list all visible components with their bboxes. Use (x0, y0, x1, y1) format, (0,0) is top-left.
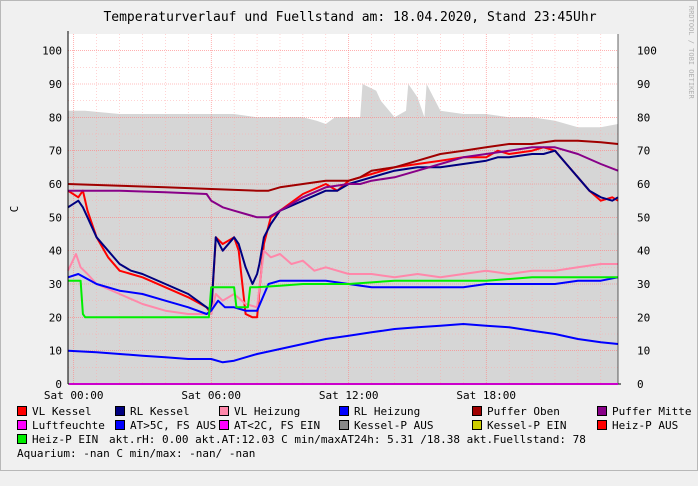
series-line-vl-heizung (67, 249, 618, 315)
y-tick-label-right: 70 (637, 145, 650, 158)
legend-label: VL Heizung (234, 405, 301, 418)
legend-swatch (17, 434, 27, 444)
y-tick-label: 80 (49, 111, 62, 124)
legend-item-heiz-p-ein: Heiz-P EIN (17, 433, 98, 446)
legend-row-4: Aquarium: -nan C min/max: -nan/ -nan (17, 447, 255, 486)
legend-item-puffer-mitte: Puffer Mitte (597, 405, 691, 418)
legend-swatch (115, 406, 125, 416)
y-tick-label: 50 (49, 211, 62, 224)
y-tick-label-right: 30 (637, 278, 650, 291)
series-line-at-5c-fs-aus (67, 323, 619, 364)
legend-item-rl-kessel: RL Kessel (115, 405, 190, 418)
legend-swatch (597, 406, 607, 416)
y-tick-label: 70 (49, 145, 62, 158)
y-tick-label: 90 (49, 78, 62, 91)
y-tick-label-right: 0 (637, 378, 644, 391)
series-line-heiz-p-ein (68, 276, 618, 319)
y-tick-label-right: 20 (637, 311, 650, 324)
series-line-rl-kessel (67, 149, 619, 312)
x-tick-label: Sat 18:00 (456, 389, 516, 401)
legend-item-at-2c-fs-ein: AT<2C, FS EIN (219, 419, 320, 432)
x-tick-label: Sat 00:00 (44, 389, 104, 401)
y-tick-label-right: 50 (637, 211, 650, 224)
y-tick-label: 40 (49, 245, 62, 258)
fuellstand-area (68, 84, 618, 384)
y-tick-label: 30 (49, 278, 62, 291)
legend-swatch (597, 420, 607, 430)
y-tick-label-right: 10 (637, 345, 650, 358)
y-tick-label-right: 40 (637, 245, 650, 258)
legend-label: Kessel-P EIN (487, 419, 567, 432)
legend-item-puffer-oben: Puffer Oben (472, 405, 560, 418)
y-tick-label: 0 (55, 378, 62, 391)
legend-item-rl-heizung: RL Heizung (339, 405, 420, 418)
series-line-rl-heizung (67, 273, 619, 315)
legend-item-kessel-p-ein: Kessel-P EIN (472, 419, 566, 432)
watermark-text: RRDTOOL / TOBI OETIKER (687, 6, 695, 100)
legend-swatch (17, 420, 27, 430)
legend-swatch (17, 406, 27, 416)
y-tick-label: 10 (49, 345, 62, 358)
y-axis-label: C (8, 206, 21, 213)
series-line-vl-kessel (67, 146, 619, 319)
legend-swatch (219, 420, 229, 430)
legend-label: AT<2C, FS EIN (234, 419, 321, 432)
legend-label: Puffer Mitte (612, 405, 692, 418)
legend-label: RL Heizung (354, 405, 421, 418)
y-tick-label-right: 100 (637, 45, 657, 58)
series-line-puffer-oben (67, 139, 619, 192)
x-tick-label: Sat 12:00 (319, 389, 379, 401)
legend-item-vl-kessel: VL Kessel (17, 405, 92, 418)
y-tick-label: 60 (49, 178, 62, 191)
chart-title: Temperaturverlauf und Fuellstand am: 18.… (103, 10, 596, 25)
legend-item-vl-heizung: VL Heizung (219, 405, 300, 418)
aquarium-text: Aquarium: -nan C min/max: -nan/ -nan (17, 447, 256, 460)
chart-plot: 0 0 10 10 20 20 30 30 40 40 50 50 60 60 70 70 80 80 90 90 10… (8, 6, 695, 401)
legend-swatch (472, 420, 482, 430)
legend-swatch (219, 406, 229, 416)
chart-image: 0 0 10 10 20 20 30 30 40 40 50 50 60 60 70 70 80 80 90 90 10… (0, 0, 698, 471)
y-tick-label-right: 90 (637, 78, 650, 91)
series-line-puffer-mitte (68, 146, 619, 219)
stats-text: akt.rH: 0.00 akt.AT:12.03 C min/maxAT24h… (109, 433, 586, 446)
legend-label: Puffer Oben (487, 405, 560, 418)
legend-label: RL Kessel (130, 405, 190, 418)
legend-label: Heiz-P EIN (32, 433, 99, 446)
legend-swatch (472, 406, 482, 416)
y-tick-label: 100 (42, 45, 62, 58)
legend-item-luftfeuchte: Luftfeuchte (17, 419, 105, 432)
legend-swatch (339, 420, 349, 430)
legend-item-kessel-p-aus: Kessel-P AUS (339, 419, 433, 432)
y-tick-label-right: 60 (637, 178, 650, 191)
legend-label: Luftfeuchte (32, 419, 105, 432)
y-tick-label: 20 (49, 311, 62, 324)
legend-label: Heiz-P AUS (612, 419, 679, 432)
legend-label: Kessel-P AUS (354, 419, 434, 432)
legend-swatch (115, 420, 125, 430)
y-tick-label-right: 80 (637, 111, 650, 124)
legend-label: AT>5C, FS AUS (130, 419, 217, 432)
legend-swatch (339, 406, 349, 416)
legend-row-3: Heiz-P EIN akt.rH: 0.00 akt.AT:12.03 C m… (17, 433, 586, 485)
legend-item-at-5c-fs-aus: AT>5C, FS AUS (115, 419, 216, 432)
x-tick-label: Sat 06:00 (181, 389, 241, 401)
legend-label: VL Kessel (32, 405, 92, 418)
legend-item-heiz-p-aus: Heiz-P AUS (597, 419, 678, 432)
